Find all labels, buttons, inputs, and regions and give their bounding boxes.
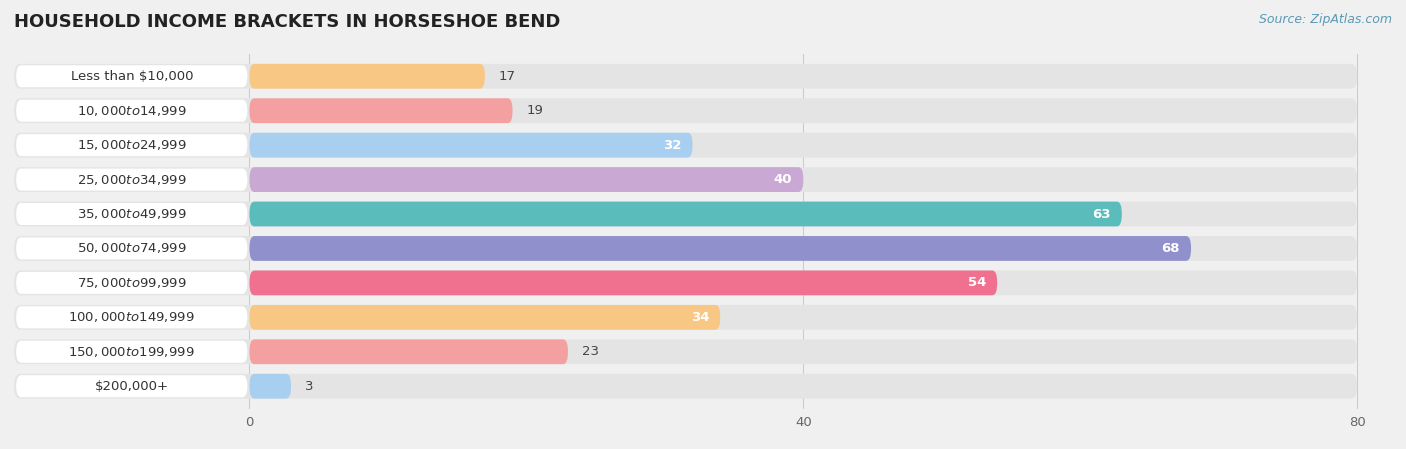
FancyBboxPatch shape (15, 100, 247, 122)
Text: $75,000 to $99,999: $75,000 to $99,999 (77, 276, 187, 290)
Text: Less than $10,000: Less than $10,000 (70, 70, 193, 83)
Text: $100,000 to $149,999: $100,000 to $149,999 (69, 310, 195, 324)
Text: $10,000 to $14,999: $10,000 to $14,999 (77, 104, 187, 118)
FancyBboxPatch shape (14, 236, 1357, 261)
Text: 17: 17 (499, 70, 516, 83)
FancyBboxPatch shape (249, 236, 1191, 261)
FancyBboxPatch shape (15, 65, 247, 87)
Text: 3: 3 (305, 380, 314, 393)
Text: 54: 54 (967, 277, 986, 290)
Text: $200,000+: $200,000+ (94, 380, 169, 393)
FancyBboxPatch shape (14, 270, 1357, 295)
FancyBboxPatch shape (15, 375, 247, 397)
FancyBboxPatch shape (15, 341, 247, 363)
Text: HOUSEHOLD INCOME BRACKETS IN HORSESHOE BEND: HOUSEHOLD INCOME BRACKETS IN HORSESHOE B… (14, 13, 561, 31)
Text: $150,000 to $199,999: $150,000 to $199,999 (69, 345, 195, 359)
FancyBboxPatch shape (14, 339, 1357, 364)
Text: 34: 34 (690, 311, 709, 324)
FancyBboxPatch shape (249, 339, 568, 364)
Text: $50,000 to $74,999: $50,000 to $74,999 (77, 242, 187, 255)
FancyBboxPatch shape (249, 270, 997, 295)
FancyBboxPatch shape (14, 374, 1357, 399)
FancyBboxPatch shape (249, 202, 1122, 226)
FancyBboxPatch shape (249, 98, 513, 123)
FancyBboxPatch shape (15, 134, 247, 156)
Text: $25,000 to $34,999: $25,000 to $34,999 (77, 172, 187, 187)
FancyBboxPatch shape (14, 98, 1357, 123)
FancyBboxPatch shape (15, 168, 247, 190)
FancyBboxPatch shape (249, 374, 291, 399)
FancyBboxPatch shape (15, 272, 247, 294)
Text: 23: 23 (582, 345, 599, 358)
FancyBboxPatch shape (14, 133, 1357, 158)
FancyBboxPatch shape (14, 202, 1357, 226)
FancyBboxPatch shape (249, 133, 693, 158)
Text: 68: 68 (1161, 242, 1180, 255)
FancyBboxPatch shape (15, 203, 247, 225)
FancyBboxPatch shape (15, 238, 247, 260)
Text: 40: 40 (773, 173, 792, 186)
FancyBboxPatch shape (249, 305, 720, 330)
FancyBboxPatch shape (14, 305, 1357, 330)
FancyBboxPatch shape (15, 306, 247, 328)
Text: $35,000 to $49,999: $35,000 to $49,999 (77, 207, 187, 221)
FancyBboxPatch shape (14, 167, 1357, 192)
Text: $15,000 to $24,999: $15,000 to $24,999 (77, 138, 187, 152)
FancyBboxPatch shape (249, 64, 485, 88)
Text: 63: 63 (1092, 207, 1111, 220)
Text: 32: 32 (664, 139, 682, 152)
Text: 19: 19 (526, 104, 543, 117)
Text: Source: ZipAtlas.com: Source: ZipAtlas.com (1258, 13, 1392, 26)
FancyBboxPatch shape (14, 64, 1357, 88)
FancyBboxPatch shape (249, 167, 803, 192)
